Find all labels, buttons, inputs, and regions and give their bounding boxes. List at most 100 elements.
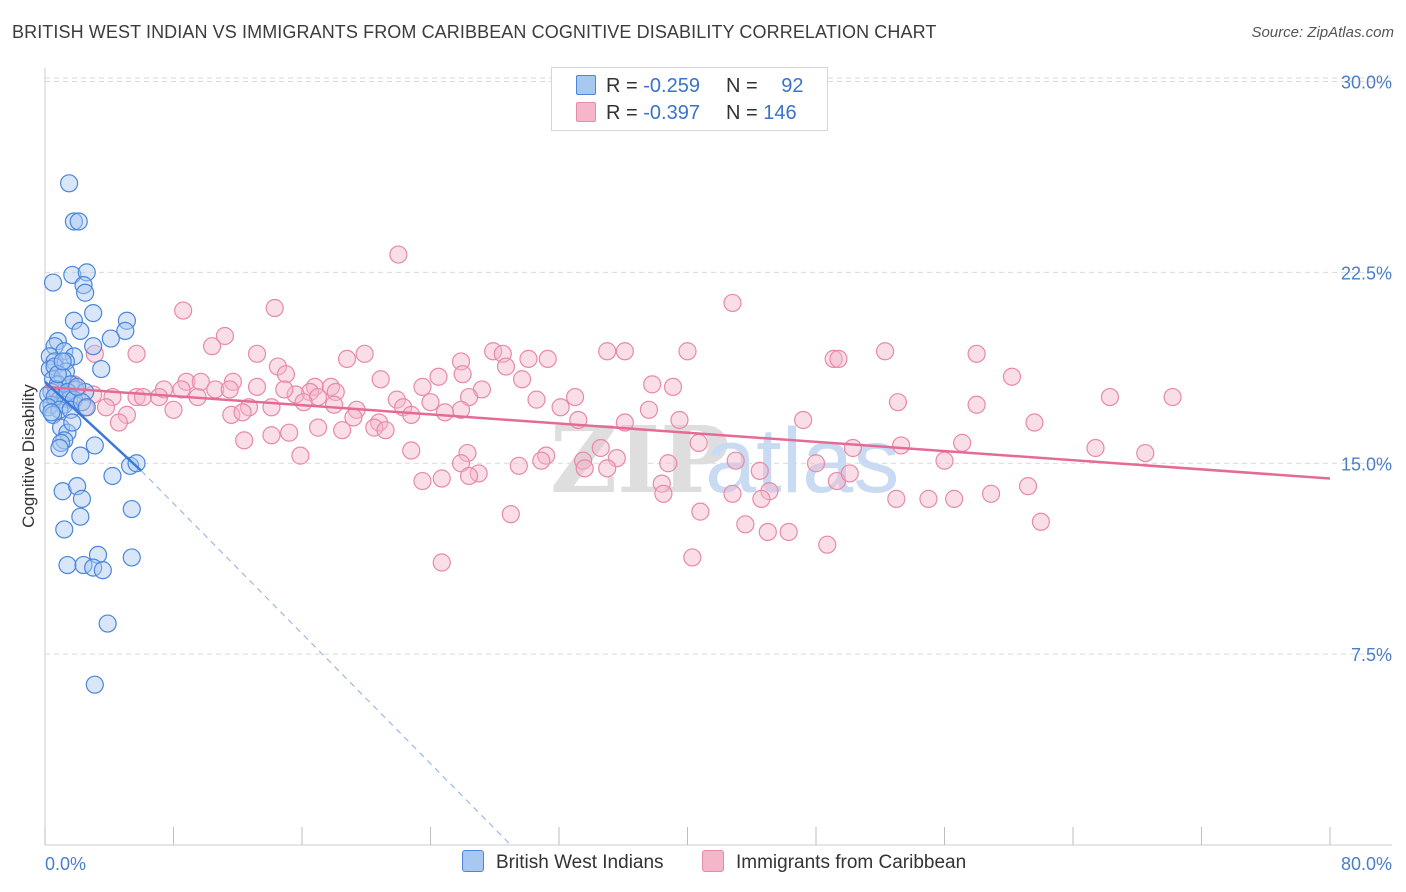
point-caribbean xyxy=(875,342,895,361)
point-bwi xyxy=(71,321,90,341)
bottom-legend-label: British West Indians xyxy=(496,852,664,874)
point-caribbean xyxy=(532,451,551,470)
point-caribbean xyxy=(435,403,455,422)
point-caribbean xyxy=(233,403,252,422)
point-caribbean xyxy=(262,398,281,417)
point-bwi xyxy=(58,555,77,575)
point-bwi xyxy=(68,377,87,396)
point-caribbean xyxy=(537,446,556,465)
point-caribbean xyxy=(512,370,532,389)
point-bwi xyxy=(72,489,92,508)
point-caribbean xyxy=(806,454,826,473)
point-bwi xyxy=(53,482,72,501)
point-caribbean xyxy=(573,451,593,470)
point-bwi xyxy=(50,438,69,458)
point-caribbean xyxy=(1025,413,1044,432)
point-caribbean xyxy=(275,380,294,399)
point-caribbean xyxy=(453,365,472,384)
point-caribbean xyxy=(551,398,570,417)
point-caribbean xyxy=(752,489,771,508)
bottom-legend: British West Indians Immigrants from Car… xyxy=(0,850,1406,878)
point-caribbean xyxy=(758,522,777,542)
point-caribbean xyxy=(967,344,986,363)
point-bwi xyxy=(84,303,103,323)
point-caribbean xyxy=(496,357,516,376)
point-caribbean xyxy=(678,342,697,361)
point-bwi xyxy=(76,283,95,302)
legend-swatch-pink xyxy=(576,101,596,122)
point-bwi xyxy=(69,212,88,231)
point-bwi xyxy=(71,507,90,526)
point-caribbean xyxy=(109,413,128,432)
point-caribbean xyxy=(370,413,389,432)
watermark-atlas: atlas xyxy=(705,410,899,512)
legend-row-caribbean: R = -0.397 N = 146 xyxy=(576,101,797,126)
point-caribbean xyxy=(291,446,310,465)
point-caribbean xyxy=(1100,387,1120,407)
x-tick-label-max: 80.0% xyxy=(1341,854,1392,874)
point-caribbean xyxy=(887,489,906,508)
point-bwi xyxy=(92,359,111,379)
legend: R = -0.259 N = 92 R = -0.397 N = 146 xyxy=(551,67,828,131)
point-caribbean xyxy=(639,400,659,419)
point-caribbean xyxy=(333,421,352,440)
point-caribbean xyxy=(276,365,296,384)
point-caribbean xyxy=(458,443,477,463)
point-caribbean xyxy=(794,410,813,430)
point-caribbean xyxy=(265,298,284,318)
point-caribbean xyxy=(1002,367,1022,386)
point-caribbean xyxy=(280,423,299,442)
point-bwi xyxy=(122,499,141,519)
x-tick-label-min: 0.0% xyxy=(45,854,86,874)
grid-lines xyxy=(45,77,1392,655)
point-caribbean xyxy=(654,484,673,503)
point-caribbean xyxy=(1018,477,1038,496)
legend-r-value: -0.397 xyxy=(643,102,700,124)
point-caribbean xyxy=(413,471,432,491)
point-caribbean xyxy=(509,456,528,475)
point-caribbean xyxy=(262,426,281,445)
point-caribbean xyxy=(365,418,384,437)
point-caribbean xyxy=(321,377,341,396)
point-caribbean xyxy=(689,433,708,452)
point-caribbean xyxy=(387,390,406,409)
point-caribbean xyxy=(953,433,972,452)
point-bwi xyxy=(74,276,93,295)
point-bwi xyxy=(59,174,79,193)
point-caribbean xyxy=(723,293,742,313)
point-caribbean xyxy=(305,377,324,396)
point-bwi xyxy=(48,331,67,351)
point-caribbean xyxy=(174,301,193,320)
point-caribbean xyxy=(421,393,440,412)
point-caribbean xyxy=(575,459,594,478)
point-caribbean xyxy=(538,349,557,369)
y-tick-label: 22.5% xyxy=(1341,263,1392,283)
point-bwi xyxy=(64,212,84,231)
axes xyxy=(44,68,1392,846)
point-caribbean xyxy=(981,484,1001,503)
point-bwi xyxy=(122,548,141,567)
legend-r-value: -0.259 xyxy=(643,75,700,97)
tick-labels: 7.5% 15.0% 22.5% 30.0% 0.0% 80.0% xyxy=(45,73,1392,875)
point-caribbean xyxy=(164,400,183,419)
point-caribbean xyxy=(432,469,451,488)
point-caribbean xyxy=(919,489,938,508)
point-bwi xyxy=(85,675,104,694)
point-caribbean xyxy=(96,398,116,417)
y-tick-label: 30.0% xyxy=(1341,73,1392,93)
point-bwi xyxy=(93,561,112,580)
point-caribbean xyxy=(389,245,408,264)
trend-line-bwi-extension xyxy=(140,470,512,846)
legend-n-label: N = xyxy=(726,102,758,124)
legend-swatch-blue xyxy=(576,74,596,95)
bottom-legend-swatch-blue xyxy=(462,850,484,872)
point-caribbean xyxy=(723,484,742,503)
point-caribbean xyxy=(818,535,837,554)
point-caribbean xyxy=(402,441,421,460)
point-caribbean xyxy=(215,326,234,346)
point-caribbean xyxy=(829,349,848,369)
point-caribbean xyxy=(750,461,769,480)
point-bwi xyxy=(63,265,82,285)
point-caribbean xyxy=(598,459,617,478)
